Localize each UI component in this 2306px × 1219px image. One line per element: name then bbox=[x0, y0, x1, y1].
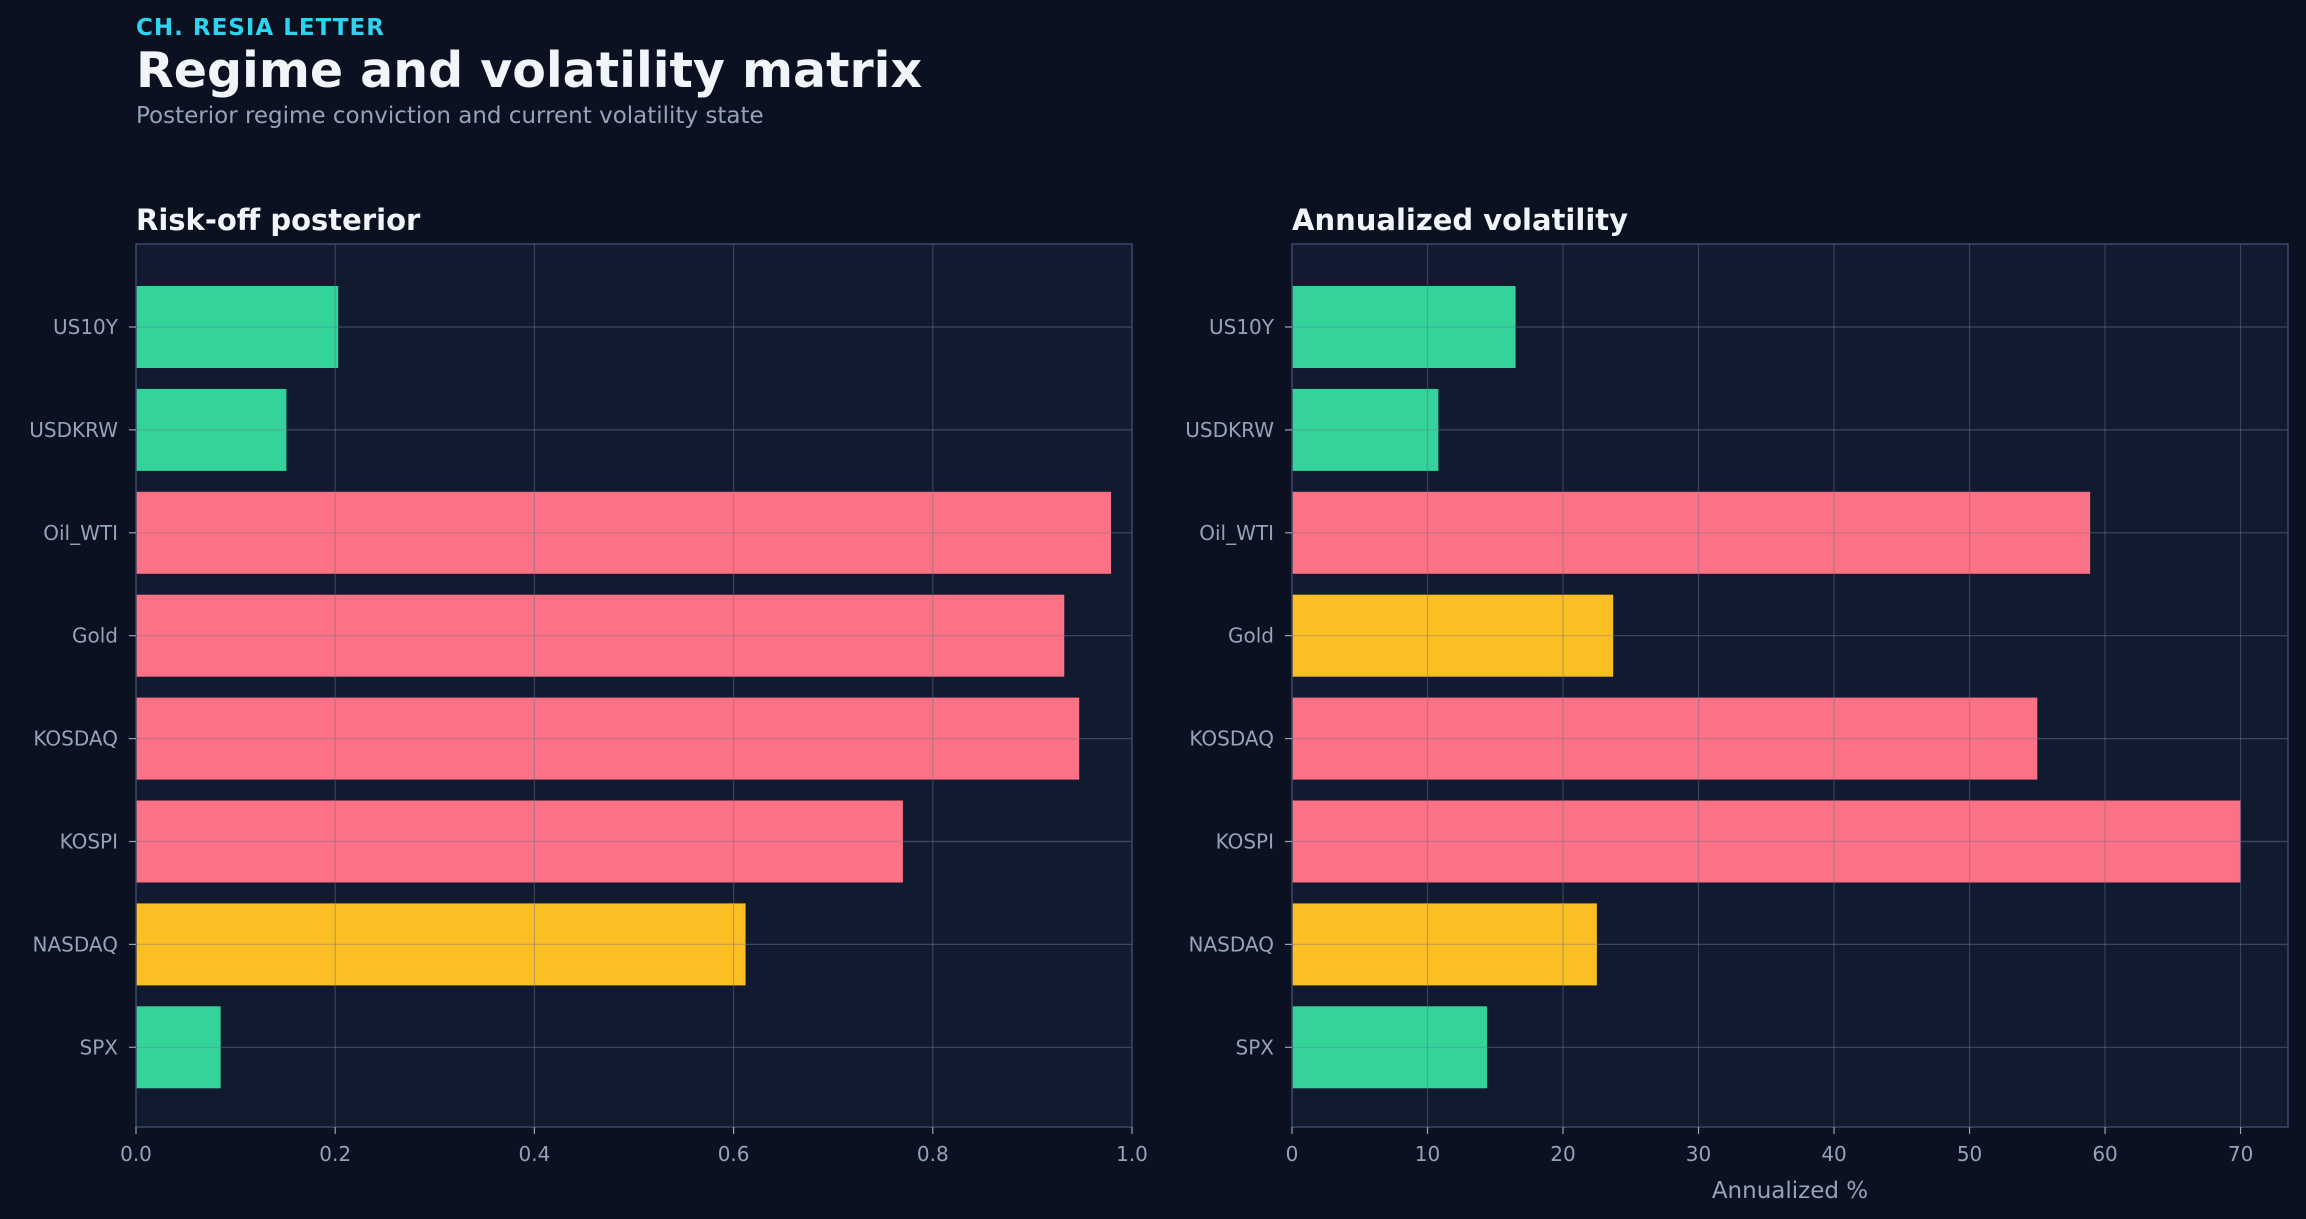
chart-1-ytick-label: USDKRW bbox=[29, 418, 118, 442]
chart-1-bar-spx bbox=[136, 1006, 221, 1089]
chart-2-ytick-label: NASDAQ bbox=[1189, 932, 1274, 956]
chart-1-xtick-label: 0.4 bbox=[518, 1142, 550, 1166]
chart-1-bar-nasdaq bbox=[136, 903, 746, 986]
chart-2-bar-spx bbox=[1292, 1006, 1488, 1089]
chart-2-xtick-label: 20 bbox=[1550, 1142, 1575, 1166]
chart-2-xtick-label: 0 bbox=[1286, 1142, 1299, 1166]
chart-1-xtick-label: 0.6 bbox=[718, 1142, 750, 1166]
chart-2-bar-kospi bbox=[1292, 800, 2241, 883]
page-title: Regime and volatility matrix bbox=[136, 42, 923, 99]
chart-2-bar-nasdaq bbox=[1292, 903, 1597, 986]
chart-1-ytick-label: Gold bbox=[72, 624, 118, 648]
chart-2-ytick-label: Gold bbox=[1228, 624, 1274, 648]
chart-2-bar-us10y bbox=[1292, 286, 1516, 368]
chart-2-xtick-label: 30 bbox=[1686, 1142, 1711, 1166]
chart-2-xlabel: Annualized % bbox=[1712, 1178, 1868, 1204]
chart-2-xtick-label: 10 bbox=[1415, 1142, 1440, 1166]
chart-1-plot-area bbox=[136, 244, 1132, 1127]
chart-2-ytick-label: Oil_WTI bbox=[1199, 521, 1274, 545]
chart-1-ytick-label: KOSDAQ bbox=[33, 727, 118, 751]
chart-1-bar-us10y bbox=[136, 286, 339, 368]
chart-1-bar-oil-wti bbox=[136, 491, 1112, 574]
chart-1-bar-usdkrw bbox=[136, 388, 287, 471]
chart-2-ytick-label: USDKRW bbox=[1185, 418, 1274, 442]
chart-2-frame bbox=[1291, 243, 2289, 1128]
chart-1-bar-kospi bbox=[136, 800, 903, 883]
chart-2-xtick-label: 60 bbox=[2092, 1142, 2117, 1166]
chart-1-bar-kosdaq bbox=[136, 697, 1080, 780]
chart-2-xtick-label: 40 bbox=[1821, 1142, 1846, 1166]
eyebrow-label: CH. RESIA LETTER bbox=[136, 15, 385, 41]
chart-2-xtick-label: 50 bbox=[1957, 1142, 1982, 1166]
chart-1-ytick-label: Oil_WTI bbox=[43, 521, 118, 545]
chart-2-ytick-label: US10Y bbox=[1209, 315, 1275, 339]
chart-1-ytick-label: KOSPI bbox=[60, 830, 118, 854]
chart-2-bar-gold bbox=[1292, 594, 1614, 677]
chart-2-bar-oil-wti bbox=[1292, 491, 2091, 574]
chart-1-xtick-label: 1.0 bbox=[1116, 1142, 1148, 1166]
chart-2-xtick-label: 70 bbox=[2228, 1142, 2253, 1166]
chart-1-ytick-label: SPX bbox=[80, 1035, 119, 1059]
chart-1-ytick-label: US10Y bbox=[53, 315, 119, 339]
page-subtitle: Posterior regime conviction and current … bbox=[136, 103, 764, 129]
chart-1-xtick-label: 0.0 bbox=[120, 1142, 152, 1166]
chart-2-ytick-label: SPX bbox=[1236, 1035, 1275, 1059]
chart-1-ytick-label: NASDAQ bbox=[33, 932, 118, 956]
chart-2-bar-kosdaq bbox=[1292, 697, 2038, 780]
chart-1-title: Risk-off posterior bbox=[136, 203, 421, 237]
chart-2-plot-area bbox=[1292, 244, 2288, 1127]
chart-2-title: Annualized volatility bbox=[1292, 203, 1628, 237]
chart-2-bar-usdkrw bbox=[1292, 388, 1439, 471]
chart-1-xtick-label: 0.2 bbox=[319, 1142, 351, 1166]
chart-1-frame bbox=[135, 243, 1133, 1128]
chart-1-bar-gold bbox=[136, 594, 1065, 677]
chart-2-ytick-label: KOSPI bbox=[1216, 830, 1274, 854]
chart-1-xtick-label: 0.8 bbox=[917, 1142, 949, 1166]
chart-2-ytick-label: KOSDAQ bbox=[1189, 727, 1274, 751]
